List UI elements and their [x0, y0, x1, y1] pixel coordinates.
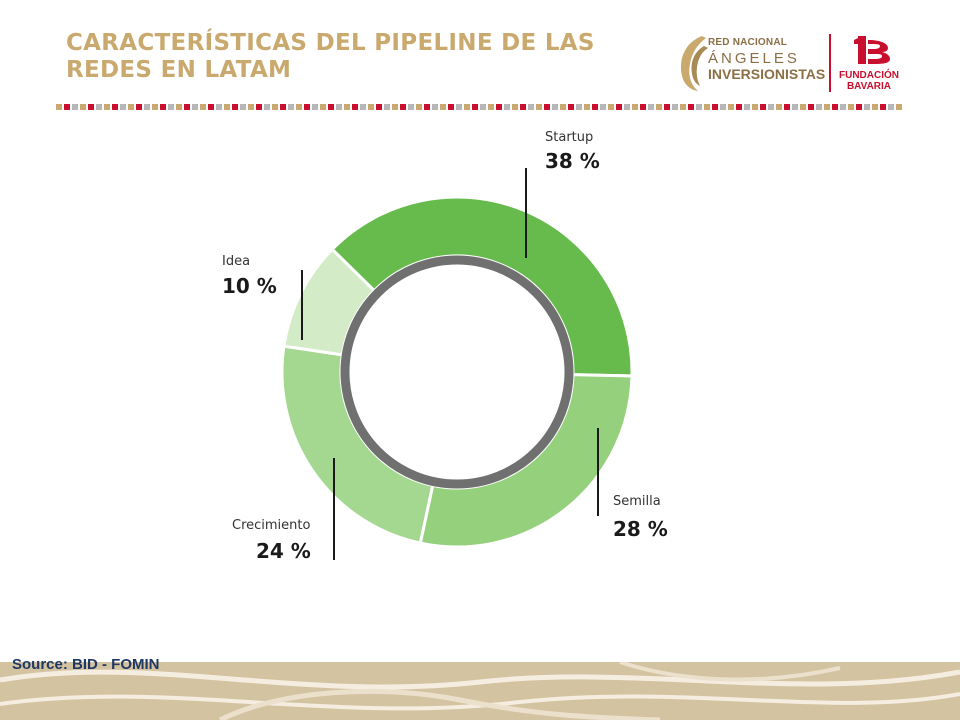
fundacion-bavaria-logo-icon: [854, 36, 890, 64]
rna-line-2: ÁNGELES: [708, 50, 800, 67]
footer-decoration: [0, 662, 960, 720]
page-title: CARACTERÍSTICAS DEL PIPELINE DE LAS REDE…: [66, 30, 595, 84]
value-label-semilla: 28 %: [613, 517, 668, 541]
rna-logo-text: RED NACIONAL ÁNGELES INVERSIONISTAS: [708, 37, 826, 82]
inner-ring: [340, 255, 574, 489]
source-note: Source: BID - FOMIN: [12, 656, 160, 673]
wing-logo-icon: [680, 36, 708, 91]
value-label-startup: 38 %: [545, 149, 600, 173]
category-label-idea: Idea: [222, 254, 250, 269]
dotted-divider: [56, 104, 904, 110]
category-label-crecimiento: Crecimiento: [232, 518, 311, 533]
rna-line-3: INVERSIONISTAS: [708, 66, 826, 82]
logo-divider: [829, 34, 831, 92]
logos: RED NACIONAL ÁNGELES INVERSIONISTAS FUND…: [676, 30, 916, 94]
category-label-startup: Startup: [545, 130, 593, 145]
category-label-semilla: Semilla: [613, 494, 661, 509]
value-label-idea: 10 %: [222, 274, 277, 298]
title-line-1: CARACTERÍSTICAS DEL PIPELINE DE LAS: [66, 30, 595, 56]
donut-chart: Startup 38 % Semilla 28 % Crecimiento 24 % Ide…: [222, 130, 668, 563]
value-label-crecimiento: 24 %: [256, 539, 311, 563]
rna-line-1: RED NACIONAL: [708, 37, 788, 48]
title-line-2: REDES EN LATAM: [66, 57, 292, 83]
fb-line-1: FUNDACIÓN: [839, 70, 899, 81]
fb-logo-text: FUNDACIÓN BAVARIA: [839, 70, 899, 92]
fb-line-2: BAVARIA: [846, 81, 892, 92]
